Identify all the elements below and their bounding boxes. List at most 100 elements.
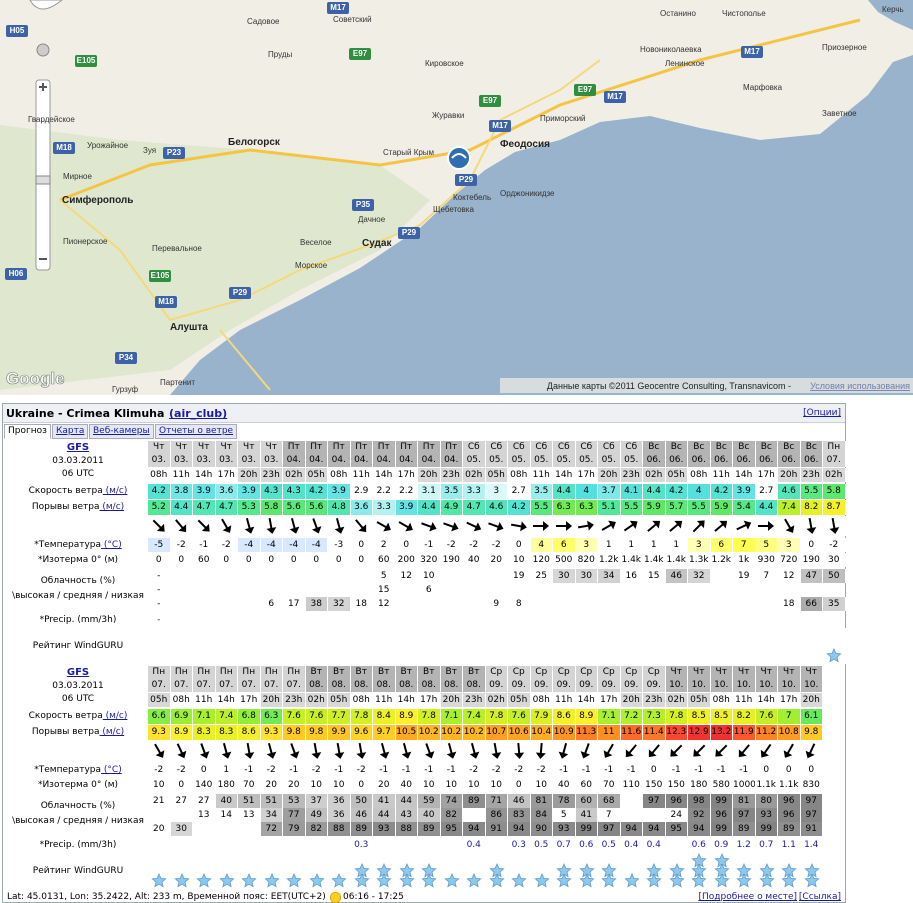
cloud-high-cell: 50	[350, 794, 373, 808]
iso-cell: 320	[418, 553, 441, 567]
gusts-cell: 5.5	[530, 500, 553, 515]
unit-link[interactable]: (м/с)	[102, 486, 128, 496]
date-cell: 06.	[665, 454, 688, 467]
wind-arrow	[758, 521, 775, 531]
cloud-mid-cell: 24	[665, 808, 688, 822]
date-cell: 05.	[508, 454, 531, 467]
footer-more[interactable]: [Подробнее о месте]	[698, 892, 797, 902]
iso-cell: 180	[688, 778, 711, 792]
rating-cell	[216, 853, 238, 889]
map-label: Приморский	[540, 114, 586, 123]
arrow-head	[469, 751, 480, 759]
model-link[interactable]: GFS	[66, 442, 90, 453]
precip-cell: 0.3	[350, 838, 373, 852]
arrow-head	[719, 520, 728, 529]
row-label-text: Рейтинг WindGURU	[32, 866, 124, 876]
arrow-head	[626, 749, 634, 758]
day-cell: Вс	[755, 441, 778, 454]
rating-cell	[508, 853, 531, 889]
wind-direction-cell	[598, 516, 621, 536]
rating-stars	[308, 872, 325, 888]
star	[668, 872, 685, 888]
map-label: Симферополь	[62, 194, 133, 206]
iso-cell: 110	[620, 778, 643, 792]
wind-arrow	[488, 521, 504, 532]
temp-cell: -1	[733, 763, 756, 777]
wind-cell: 4.6	[778, 484, 801, 499]
gusts-cell: 8.7	[823, 500, 846, 515]
unit-link[interactable]: (м/с)	[99, 502, 125, 512]
gusts-cell: 9.3	[260, 725, 283, 740]
temp-cell: -2	[485, 763, 508, 777]
tab[interactable]: Веб-камеры	[89, 424, 154, 439]
arrow	[693, 744, 706, 757]
wind-arrow	[806, 517, 817, 534]
rating-cell	[733, 628, 756, 664]
wind-arrow	[648, 744, 660, 758]
day-cell: Ср	[553, 666, 576, 679]
row-label-text: Порывы ветра	[31, 502, 100, 512]
wind-arrow	[536, 742, 547, 759]
gusts-cell: 6.3	[553, 500, 576, 515]
model-link[interactable]: GFS	[66, 667, 90, 678]
wind-arrow	[626, 744, 638, 758]
date-cell: 06.	[710, 454, 733, 467]
cloud-low-cell: 91	[485, 822, 508, 836]
arrow-head	[783, 750, 793, 758]
arrow-head	[382, 522, 391, 532]
club-link[interactable]: (air_club)	[169, 407, 228, 420]
wind-arrow	[446, 743, 457, 759]
star	[781, 862, 797, 878]
rating-cell	[778, 628, 801, 664]
zoom-control[interactable]	[29, 0, 63, 271]
temp-cell: -1	[710, 763, 733, 777]
tab[interactable]: Прогноз	[4, 424, 51, 439]
cloud-mid-cell: 96	[710, 808, 733, 822]
star	[691, 862, 707, 878]
footer-link[interactable]: [Ссылка]	[798, 892, 841, 902]
star	[376, 872, 392, 888]
cloud-mid-cell: 34	[260, 808, 283, 822]
tab[interactable]: Карта	[52, 424, 89, 439]
temp-cell: 1	[643, 538, 666, 552]
rating-stars	[781, 862, 797, 888]
wind-arrow	[176, 743, 187, 759]
gusts-cell: 4.8	[328, 500, 351, 515]
wind-arrow	[266, 517, 277, 534]
unit-link[interactable]: (°C)	[101, 540, 122, 550]
iso-cell: 720	[778, 553, 801, 567]
wind-arrow	[555, 521, 572, 531]
temp-cell: -1	[373, 763, 396, 777]
date-cell: 10.	[665, 679, 688, 692]
rating-cell	[396, 853, 418, 889]
gusts-cell: 5.7	[665, 500, 688, 515]
wind-direction-cell	[418, 741, 441, 761]
arrow	[176, 743, 187, 759]
cloud-high-cell: 96	[665, 794, 688, 808]
day-cell: Чт	[665, 666, 688, 679]
terms-link[interactable]: Условия использования	[810, 381, 910, 391]
rating-stars	[578, 862, 595, 888]
road-label: P29	[459, 175, 474, 184]
wind-direction-cell	[463, 741, 486, 761]
tab[interactable]: Отчеты о ветре	[155, 424, 238, 439]
star	[353, 862, 370, 878]
star	[488, 862, 505, 878]
rating-cell	[283, 853, 306, 889]
date-cell: 10.	[755, 679, 778, 692]
rating-cell	[351, 628, 373, 664]
arrow	[646, 520, 660, 532]
options-link[interactable]: [Опции]	[803, 408, 841, 418]
wind-cell: 6.9	[170, 709, 193, 724]
unit-link[interactable]: (м/с)	[102, 711, 128, 721]
unit-link[interactable]: (°C)	[101, 765, 122, 775]
row-label-text: *Изотерма 0° (м)	[37, 780, 119, 790]
unit-link[interactable]: (м/с)	[99, 727, 125, 737]
cloud-high-cell: 21	[148, 794, 171, 808]
marker[interactable]	[447, 146, 471, 170]
cloud-mid-cell: 84	[530, 808, 553, 822]
arrow-head	[289, 526, 300, 534]
arrow-head	[266, 751, 277, 759]
map[interactable]: Симферополь Феодосия Судак Алушта Белогорск К…	[0, 0, 913, 395]
wind-direction-cell	[756, 516, 778, 536]
